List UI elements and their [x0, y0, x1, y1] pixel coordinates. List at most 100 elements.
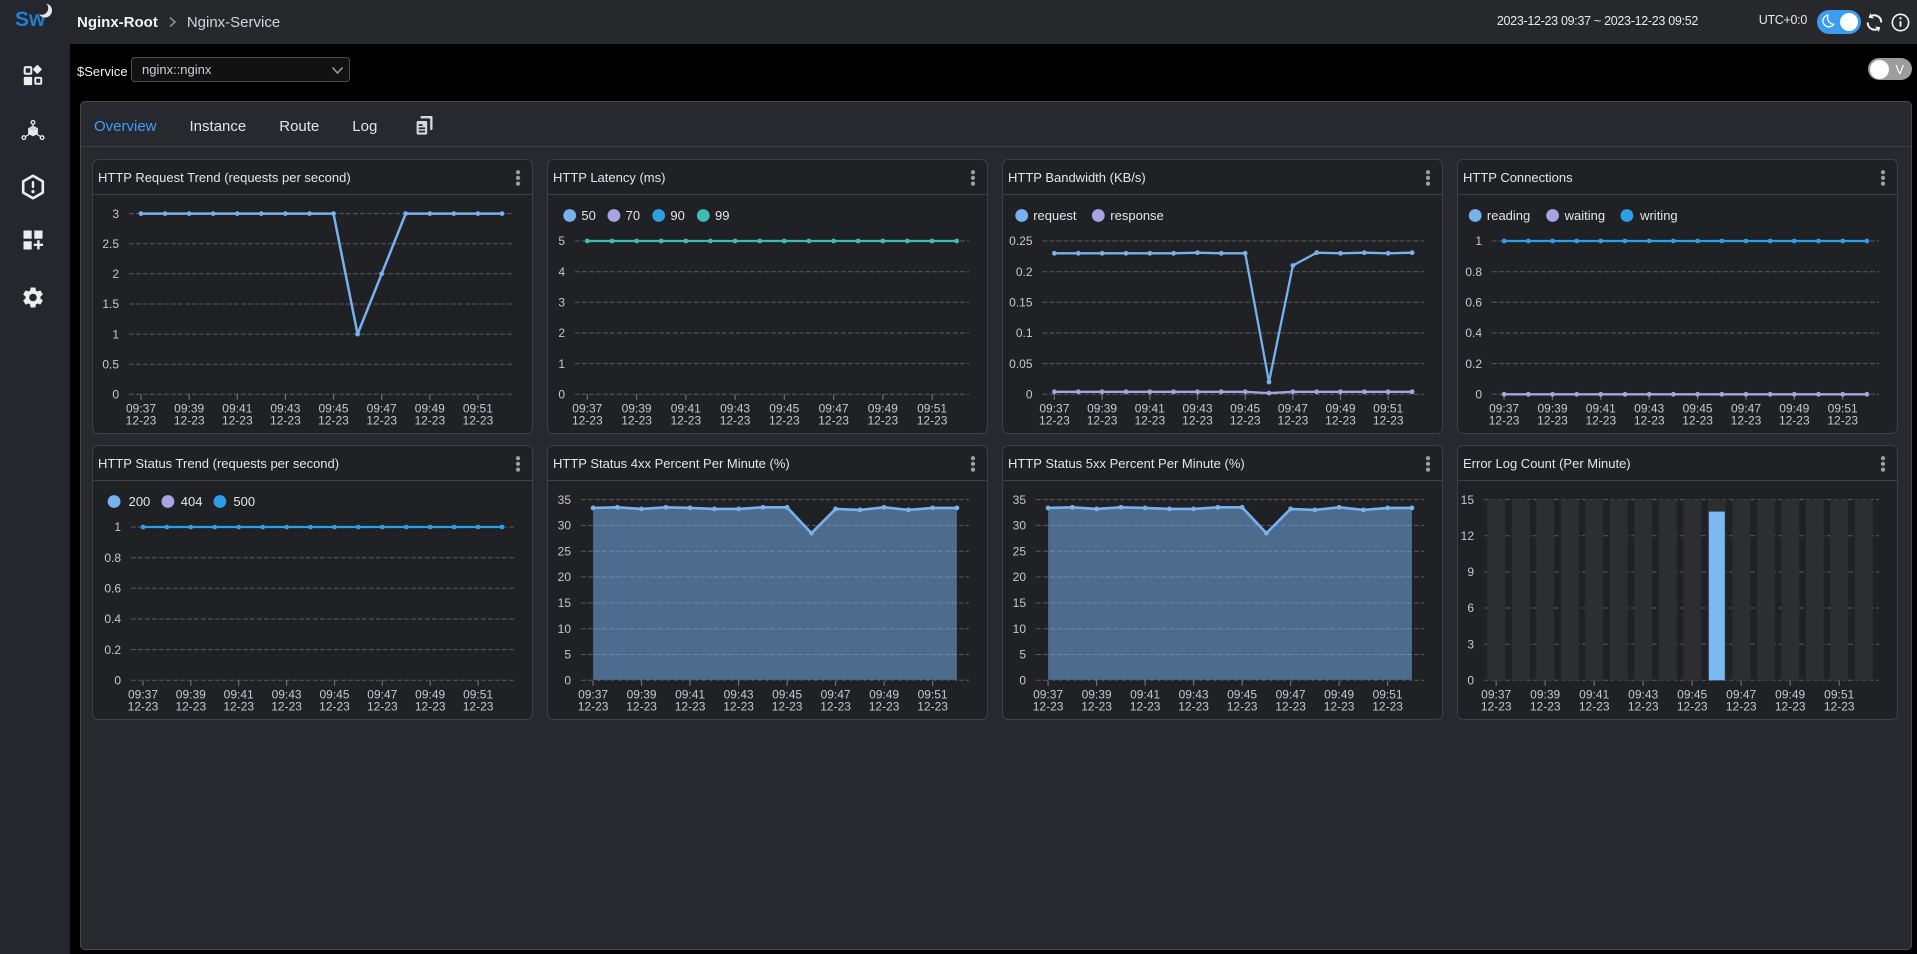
svg-text:09:49: 09:49 [868, 402, 898, 416]
svg-text:12-23: 12-23 [869, 700, 900, 714]
svg-text:09:43: 09:43 [1182, 402, 1212, 416]
svg-text:09:45: 09:45 [772, 688, 802, 702]
svg-text:09:37: 09:37 [1039, 402, 1069, 416]
svg-text:09:45: 09:45 [1683, 402, 1713, 416]
svg-text:0: 0 [1475, 388, 1482, 402]
svg-text:3: 3 [112, 207, 119, 221]
svg-text:12-23: 12-23 [463, 414, 494, 428]
svg-text:12-23: 12-23 [1230, 414, 1261, 428]
svg-text:09:51: 09:51 [463, 402, 493, 416]
svg-text:12-23: 12-23 [270, 414, 301, 428]
svg-text:0: 0 [558, 388, 565, 402]
svg-text:response: response [1110, 208, 1163, 223]
svg-text:09:51: 09:51 [463, 688, 493, 702]
svg-text:12-23: 12-23 [572, 414, 603, 428]
svg-text:99: 99 [715, 208, 729, 223]
svg-text:12-23: 12-23 [1325, 414, 1356, 428]
svg-text:12-23: 12-23 [222, 414, 253, 428]
svg-text:2: 2 [558, 326, 565, 340]
svg-text:reading: reading [1487, 208, 1530, 223]
svg-text:09:51: 09:51 [1373, 688, 1403, 702]
svg-text:12-23: 12-23 [1039, 414, 1070, 428]
svg-text:10: 10 [1013, 622, 1027, 636]
svg-text:waiting: waiting [1564, 208, 1605, 223]
svg-text:09:49: 09:49 [1325, 402, 1355, 416]
svg-text:12-23: 12-23 [1372, 700, 1403, 714]
svg-text:5: 5 [564, 648, 571, 662]
svg-text:20: 20 [558, 570, 572, 584]
svg-text:12-23: 12-23 [271, 700, 302, 714]
svg-text:0.6: 0.6 [104, 582, 121, 596]
svg-text:09:43: 09:43 [272, 688, 302, 702]
svg-text:09:49: 09:49 [869, 688, 899, 702]
svg-text:12-23: 12-23 [1278, 414, 1309, 428]
svg-text:09:51: 09:51 [918, 688, 948, 702]
svg-text:0.6: 0.6 [1465, 296, 1482, 310]
svg-text:12-23: 12-23 [1130, 700, 1161, 714]
svg-text:12-23: 12-23 [1481, 700, 1512, 714]
svg-text:1: 1 [558, 357, 565, 371]
svg-text:0.2: 0.2 [1016, 265, 1033, 279]
svg-text:30: 30 [558, 519, 572, 533]
svg-text:12-23: 12-23 [818, 414, 849, 428]
svg-text:12-23: 12-23 [1585, 414, 1616, 428]
svg-text:12-23: 12-23 [367, 700, 398, 714]
svg-text:0.05: 0.05 [1009, 357, 1033, 371]
svg-text:12-23: 12-23 [126, 414, 157, 428]
svg-text:09:49: 09:49 [1779, 402, 1809, 416]
svg-text:12-23: 12-23 [1731, 414, 1762, 428]
svg-text:0.4: 0.4 [104, 612, 121, 626]
svg-text:12-23: 12-23 [626, 700, 657, 714]
svg-text:09:37: 09:37 [126, 402, 156, 416]
svg-text:12-23: 12-23 [917, 414, 948, 428]
svg-text:0.8: 0.8 [104, 551, 121, 565]
svg-text:09:41: 09:41 [1130, 688, 1160, 702]
svg-text:12-23: 12-23 [1489, 414, 1520, 428]
svg-text:12-23: 12-23 [1530, 700, 1561, 714]
svg-text:15: 15 [1013, 596, 1027, 610]
svg-text:09:43: 09:43 [724, 688, 754, 702]
svg-text:0.15: 0.15 [1009, 296, 1033, 310]
svg-text:12-23: 12-23 [1779, 414, 1810, 428]
svg-text:20: 20 [1013, 570, 1027, 584]
svg-text:1.5: 1.5 [102, 297, 119, 311]
svg-text:12-23: 12-23 [1775, 700, 1806, 714]
svg-text:09:45: 09:45 [1677, 688, 1707, 702]
svg-text:09:43: 09:43 [1179, 688, 1209, 702]
svg-text:404: 404 [181, 494, 203, 509]
svg-text:0: 0 [1026, 388, 1033, 402]
svg-text:09:47: 09:47 [1726, 688, 1756, 702]
svg-text:50: 50 [581, 208, 595, 223]
svg-text:09:37: 09:37 [572, 402, 602, 416]
svg-text:09:41: 09:41 [671, 402, 701, 416]
svg-text:0: 0 [1019, 674, 1026, 688]
svg-text:09:41: 09:41 [1135, 402, 1165, 416]
svg-text:12-23: 12-23 [415, 700, 446, 714]
svg-text:09:49: 09:49 [415, 688, 445, 702]
svg-text:30: 30 [1013, 519, 1027, 533]
svg-text:09:39: 09:39 [1082, 688, 1112, 702]
svg-text:12-23: 12-23 [1537, 414, 1568, 428]
svg-text:09:43: 09:43 [720, 402, 750, 416]
svg-text:12-23: 12-23 [1579, 700, 1610, 714]
svg-text:09:51: 09:51 [1373, 402, 1403, 416]
svg-text:0.2: 0.2 [104, 643, 121, 657]
svg-text:09:37: 09:37 [128, 688, 158, 702]
svg-text:12-23: 12-23 [1628, 700, 1659, 714]
svg-text:09:45: 09:45 [1227, 688, 1257, 702]
svg-text:writing: writing [1639, 208, 1678, 223]
svg-text:09:47: 09:47 [367, 688, 397, 702]
svg-text:12-23: 12-23 [1227, 700, 1258, 714]
svg-text:12-23: 12-23 [223, 700, 254, 714]
svg-text:09:47: 09:47 [1278, 402, 1308, 416]
svg-text:12-23: 12-23 [1081, 700, 1112, 714]
svg-text:request: request [1033, 208, 1077, 223]
svg-text:09:49: 09:49 [1324, 688, 1354, 702]
svg-text:0.1: 0.1 [1016, 326, 1033, 340]
svg-text:09:41: 09:41 [1586, 402, 1616, 416]
svg-text:09:43: 09:43 [1628, 688, 1658, 702]
svg-text:09:47: 09:47 [367, 402, 397, 416]
svg-text:12-23: 12-23 [463, 700, 494, 714]
svg-text:12-23: 12-23 [820, 700, 851, 714]
svg-text:12-23: 12-23 [366, 414, 397, 428]
